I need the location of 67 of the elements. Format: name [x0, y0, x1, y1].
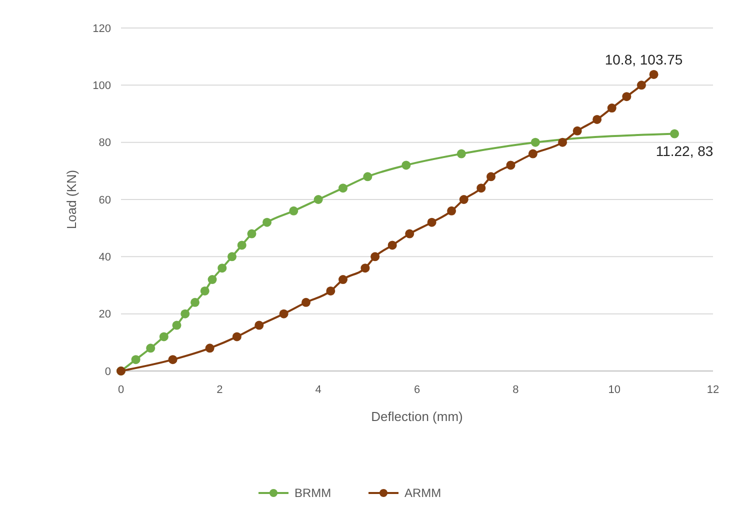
point [247, 229, 256, 238]
point [218, 264, 227, 273]
point [486, 172, 496, 182]
point [405, 229, 414, 238]
point [254, 320, 264, 330]
point [447, 206, 456, 216]
y-tick-label: 20 [98, 308, 111, 321]
point [360, 264, 370, 273]
point [607, 104, 616, 113]
y-axis-title: Load (KN) [64, 170, 79, 230]
point [232, 332, 242, 342]
x-tick-label: 2 [216, 384, 223, 396]
point [262, 218, 272, 227]
y-tick-label: 100 [92, 80, 111, 92]
point [168, 355, 178, 364]
legend-label: BRMM [294, 486, 332, 500]
point [314, 195, 323, 204]
x-tick-label: 8 [512, 384, 519, 396]
legend-label: ARMM [404, 486, 442, 500]
point [459, 195, 468, 204]
point [289, 206, 298, 216]
y-tick-label: 120 [92, 22, 111, 35]
point [302, 298, 310, 307]
x-tick-label: 12 [706, 384, 720, 396]
point [338, 275, 348, 284]
point [528, 149, 538, 158]
point [228, 252, 236, 262]
y-tick-label: 60 [98, 194, 111, 206]
point [370, 252, 380, 262]
point [200, 286, 210, 296]
annotation: 10.8, 103.75 [604, 51, 683, 68]
point [180, 309, 190, 318]
x-tick-label: 4 [315, 384, 322, 396]
point [622, 92, 632, 102]
point [190, 298, 200, 307]
y-tick-label: 40 [98, 252, 111, 264]
point [636, 80, 646, 90]
point [237, 240, 246, 250]
point [279, 309, 288, 318]
point [172, 320, 182, 330]
point [558, 138, 568, 147]
point [670, 129, 680, 138]
point [530, 138, 540, 147]
point [592, 114, 602, 124]
point [427, 218, 436, 227]
point [649, 70, 658, 79]
annotation: 11.22, 83 [656, 142, 714, 159]
y-tick-label: 80 [98, 137, 111, 150]
point [131, 355, 140, 364]
x-tick-label: 0 [118, 384, 124, 396]
x-tick-label: 10 [608, 384, 620, 396]
point [208, 275, 217, 284]
point [338, 184, 348, 193]
point [363, 172, 372, 182]
point [326, 286, 336, 296]
point [476, 184, 486, 193]
point [572, 126, 582, 136]
point [388, 240, 397, 250]
point [146, 344, 156, 353]
point [402, 160, 411, 170]
point [159, 332, 168, 342]
point [456, 149, 466, 158]
x-tick-label: 6 [414, 384, 420, 396]
point [205, 344, 214, 353]
point [506, 160, 516, 170]
y-tick-label: 0 [104, 366, 111, 378]
x-axis-title: Deflection (mm) [371, 409, 463, 424]
